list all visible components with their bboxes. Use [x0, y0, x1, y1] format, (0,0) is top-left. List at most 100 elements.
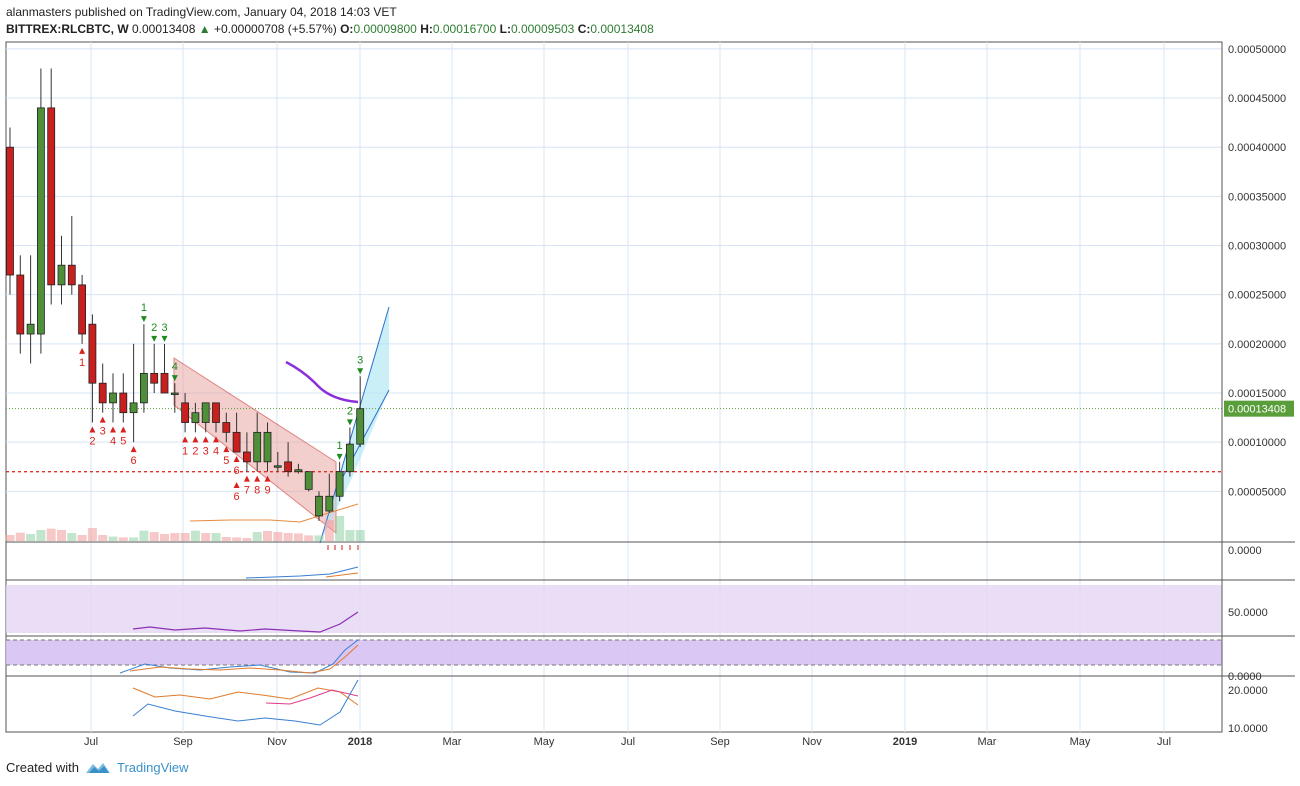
last-price: 0.00013408 — [132, 22, 196, 36]
td-buy-arrow — [233, 482, 240, 489]
low-label: L: — [499, 22, 511, 36]
obv-line — [245, 566, 359, 579]
indicator-panels: 0.0000 50.0000 0.0000 20.0000 10.0000 — [6, 541, 1295, 735]
candle-body — [150, 372, 159, 384]
candle-body — [181, 402, 190, 423]
volume-bar — [355, 530, 365, 541]
y-tick-label: 0.00050000 — [1228, 44, 1286, 56]
candles — [6, 68, 365, 521]
ohlc-line: BITTREX:RLCBTC, W 0.00013408 ▲ +0.000007… — [6, 21, 654, 38]
panel-tick-label: 0.0000 — [1228, 545, 1262, 557]
price-axis[interactable]: 0.00050000 0.00045000 0.00040000 0.00035000… — [1221, 42, 1294, 732]
candle-body — [6, 146, 14, 276]
td-sell-count: 2 — [347, 405, 353, 417]
candle-body — [242, 451, 251, 463]
td-buy-arrow — [254, 475, 261, 482]
candle-body — [16, 274, 25, 335]
volume-bar — [67, 533, 77, 541]
candle-body — [273, 465, 282, 468]
td-buy-arrow — [110, 426, 116, 433]
x-tick-label: 2018 — [348, 736, 372, 748]
td-buy-count: 6 — [234, 491, 240, 503]
volume-bar — [108, 536, 118, 541]
volume-bar — [15, 532, 25, 541]
x-tick-label: Nov — [802, 736, 822, 748]
adx-line — [132, 687, 359, 706]
td-buy-arrow — [233, 456, 240, 463]
volume-bar — [160, 534, 169, 541]
volume-bar — [5, 535, 15, 541]
close-value: 0.00013408 — [590, 22, 654, 36]
td-buy-count: 4 — [110, 436, 116, 448]
high-label: H: — [420, 22, 433, 36]
td-buy-arrow — [79, 347, 86, 354]
volume-bar — [345, 530, 355, 541]
y-tick-label: 0.00025000 — [1228, 290, 1286, 302]
volume-bar — [46, 528, 56, 541]
y-tick-label: 0.00035000 — [1228, 191, 1286, 203]
td-buy-count: 4 — [213, 445, 219, 457]
volume-bar — [273, 532, 283, 541]
candle-body — [88, 323, 97, 384]
chart-overlays — [285, 360, 359, 404]
stoch-band — [6, 640, 1222, 665]
author-link[interactable]: alanmasters — [6, 5, 72, 19]
td-buy-count: 3 — [203, 445, 209, 457]
x-tick-label: Sep — [173, 736, 193, 748]
candle-body — [37, 107, 45, 335]
td-buy-count: 6 — [131, 455, 137, 467]
time-axis[interactable]: Jul Sep Nov 2018 Mar May Jul Sep Nov 2019 Mar May Ju… — [84, 736, 1171, 748]
td-sell-count: 3 — [357, 354, 363, 366]
td-buy-count: 9 — [264, 485, 270, 497]
td-sell-arrow — [161, 335, 168, 342]
symbol-label: BITTREX:RLCBTC, W — [6, 22, 129, 36]
obv-signal-line — [325, 572, 359, 578]
td-buy-arrow — [202, 436, 209, 443]
y-tick-label: 0.00040000 — [1228, 142, 1286, 154]
td-buy-count: 1 — [79, 357, 85, 369]
td-sell-arrow — [357, 368, 364, 375]
panel-tick-label: 10.0000 — [1228, 723, 1268, 735]
candle-body — [160, 372, 169, 394]
candle-body — [109, 392, 117, 404]
rsi-line — [132, 611, 359, 633]
candle-body — [119, 392, 128, 414]
volume-bar — [26, 534, 36, 541]
volume-bar — [87, 528, 97, 541]
created-with-text: Created with — [6, 760, 79, 775]
td-buy-arrow — [213, 436, 219, 443]
volume-bar — [201, 533, 211, 541]
y-tick-label: 0.00020000 — [1228, 339, 1286, 351]
volume-bar — [139, 530, 149, 541]
volume-bar — [283, 533, 293, 541]
td-buy-count: 6 — [234, 465, 240, 477]
volume-bar — [129, 537, 139, 541]
volume-bar — [232, 537, 242, 541]
last-price-tag — [1224, 400, 1294, 417]
tradingview-brand[interactable]: TradingView — [116, 760, 189, 775]
volume-bar — [149, 532, 159, 541]
publish-line: alanmasters published on TradingView.com… — [6, 4, 654, 21]
candle-body — [335, 471, 344, 497]
candle-body — [67, 264, 76, 286]
rsi-band — [6, 585, 1222, 633]
volume-bar — [335, 516, 345, 541]
td-buy-count: 1 — [182, 445, 188, 457]
volume-bar — [180, 533, 190, 541]
volume-bar — [252, 532, 262, 541]
x-tick-label: Jul — [84, 736, 98, 748]
td-sell-count: 4 — [172, 361, 178, 373]
candle-body — [129, 402, 138, 414]
td-buy-arrow — [89, 426, 96, 433]
x-tick-label: Sep — [710, 736, 730, 748]
candle-body — [232, 431, 241, 453]
candle-body — [170, 392, 179, 395]
chart-drawings[interactable] — [6, 306, 1222, 544]
td-sell-count: 3 — [161, 322, 167, 334]
x-tick-label: May — [1070, 736, 1091, 748]
td-sell-arrow — [151, 335, 158, 342]
candle-body — [47, 107, 56, 286]
td-buy-count: 8 — [254, 485, 260, 497]
td-buy-arrow — [182, 436, 189, 443]
